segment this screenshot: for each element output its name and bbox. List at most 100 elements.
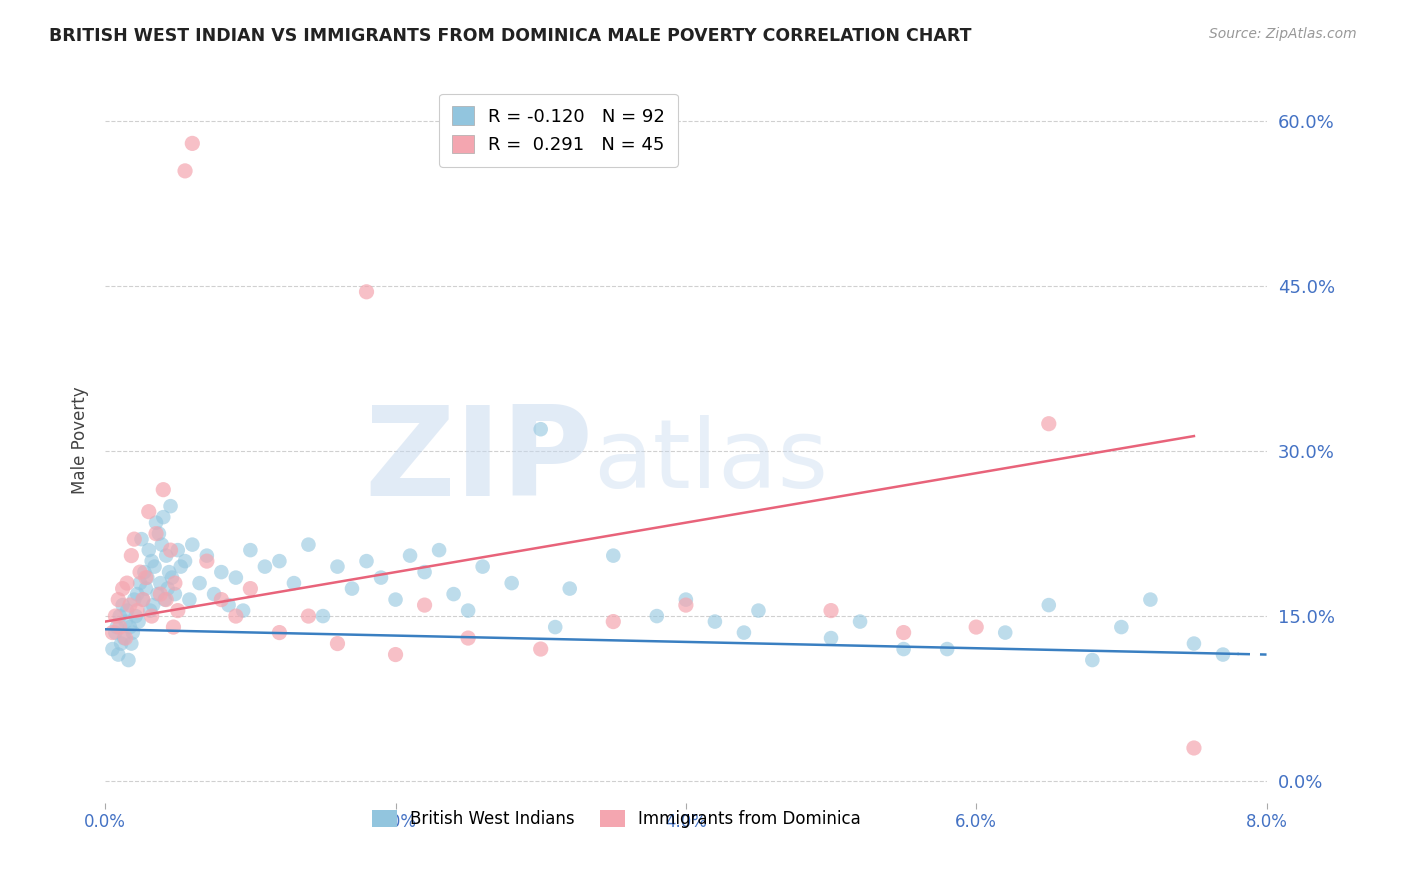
Point	[134, 565, 156, 579]
Point	[965, 620, 987, 634]
Point	[101, 625, 124, 640]
Point	[118, 620, 141, 634]
Text: Source: ZipAtlas.com: Source: ZipAtlas.com	[1209, 27, 1357, 41]
Text: ZIP: ZIP	[364, 401, 593, 523]
Point	[602, 549, 624, 563]
Point	[142, 598, 165, 612]
Point	[141, 609, 163, 624]
Point	[936, 642, 959, 657]
Point	[146, 587, 169, 601]
Point	[131, 532, 153, 546]
Legend: British West Indians, Immigrants from Dominica: British West Indians, Immigrants from Do…	[366, 803, 868, 835]
Point	[1139, 592, 1161, 607]
Point	[125, 609, 148, 624]
Point	[269, 554, 291, 568]
Point	[143, 559, 166, 574]
Point	[138, 543, 160, 558]
Point	[174, 554, 197, 568]
Point	[139, 604, 162, 618]
Point	[225, 609, 247, 624]
Point	[135, 582, 157, 596]
Point	[202, 587, 225, 601]
Point	[145, 516, 167, 530]
Point	[121, 625, 143, 640]
Point	[283, 576, 305, 591]
Point	[107, 592, 129, 607]
Point	[820, 631, 842, 645]
Point	[1038, 598, 1060, 612]
Point	[297, 538, 319, 552]
Point	[160, 571, 183, 585]
Point	[218, 598, 240, 612]
Point	[108, 609, 131, 624]
Point	[457, 631, 479, 645]
Point	[1038, 417, 1060, 431]
Point	[132, 592, 155, 607]
Point	[457, 604, 479, 618]
Point	[209, 592, 232, 607]
Point	[136, 571, 159, 585]
Point	[340, 582, 363, 596]
Point	[675, 592, 697, 607]
Point	[170, 559, 193, 574]
Point	[141, 554, 163, 568]
Point	[107, 648, 129, 662]
Point	[232, 604, 254, 618]
Point	[127, 587, 149, 601]
Point	[558, 582, 581, 596]
Text: BRITISH WEST INDIAN VS IMMIGRANTS FROM DOMINICA MALE POVERTY CORRELATION CHART: BRITISH WEST INDIAN VS IMMIGRANTS FROM D…	[49, 27, 972, 45]
Point	[112, 631, 135, 645]
Point	[427, 543, 450, 558]
Point	[110, 636, 132, 650]
Point	[152, 483, 174, 497]
Point	[326, 559, 349, 574]
Point	[893, 625, 915, 640]
Point	[114, 615, 136, 629]
Point	[195, 554, 218, 568]
Point	[105, 620, 128, 634]
Point	[747, 604, 769, 618]
Point	[129, 565, 152, 579]
Point	[115, 576, 138, 591]
Point	[117, 653, 139, 667]
Point	[150, 538, 173, 552]
Point	[166, 604, 188, 618]
Point	[471, 559, 494, 574]
Y-axis label: Male Poverty: Male Poverty	[72, 386, 89, 494]
Point	[703, 615, 725, 629]
Point	[530, 642, 553, 657]
Point	[195, 549, 218, 563]
Point	[384, 648, 406, 662]
Point	[413, 565, 436, 579]
Point	[994, 625, 1017, 640]
Point	[1212, 648, 1234, 662]
Point	[156, 582, 179, 596]
Point	[135, 571, 157, 585]
Point	[104, 625, 127, 640]
Point	[179, 592, 201, 607]
Point	[120, 636, 142, 650]
Point	[893, 642, 915, 657]
Point	[118, 598, 141, 612]
Point	[399, 549, 422, 563]
Point	[1182, 741, 1205, 756]
Point	[104, 609, 127, 624]
Point	[1182, 636, 1205, 650]
Point	[149, 576, 172, 591]
Point	[129, 576, 152, 591]
Point	[149, 587, 172, 601]
Point	[443, 587, 465, 601]
Point	[166, 543, 188, 558]
Point	[312, 609, 335, 624]
Point	[132, 592, 155, 607]
Point	[269, 625, 291, 640]
Point	[159, 543, 181, 558]
Text: atlas: atlas	[593, 416, 828, 508]
Point	[114, 631, 136, 645]
Point	[148, 526, 170, 541]
Point	[122, 592, 145, 607]
Point	[108, 620, 131, 634]
Point	[356, 285, 378, 299]
Point	[188, 576, 211, 591]
Point	[849, 615, 872, 629]
